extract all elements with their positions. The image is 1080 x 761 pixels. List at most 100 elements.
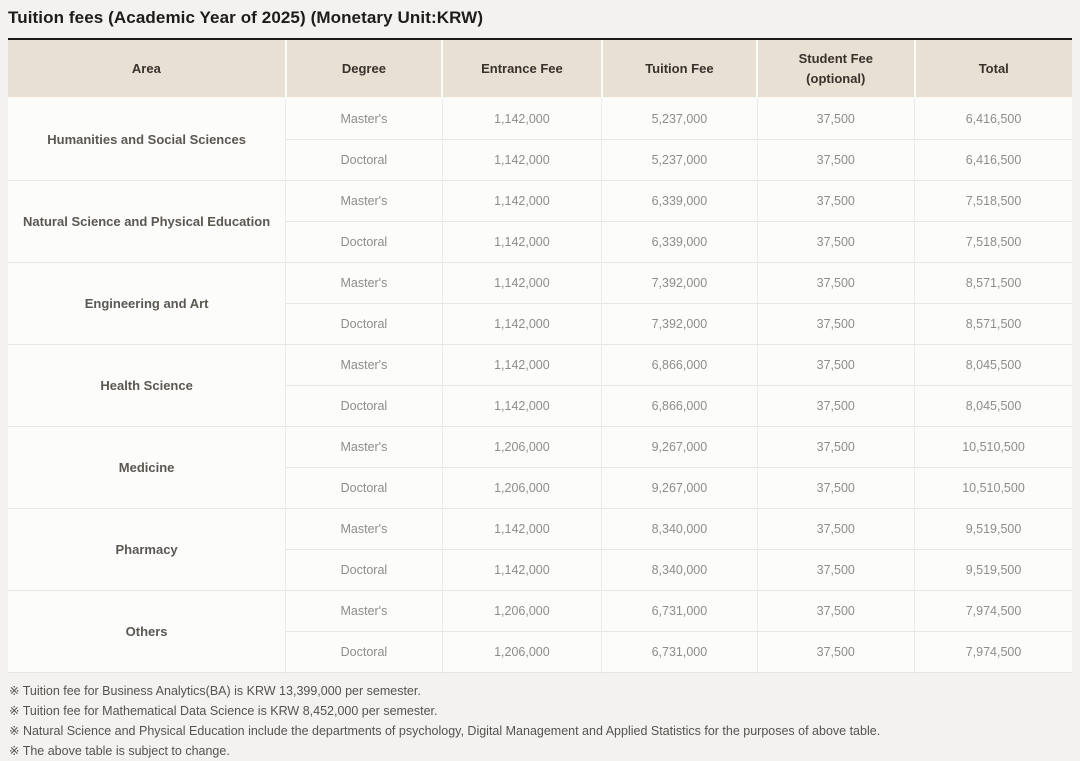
degree-cell: Master's [285,426,443,468]
degree-cell: Doctoral [285,303,443,345]
table-row: Engineering and Art Master's 1,142,000 7,39… [8,262,1072,345]
column-header-area: Area [8,38,286,99]
degree-cell: Master's [285,590,443,632]
tuition-fee-cell: 6,731,000 [601,590,758,632]
table-row: Health Science Master's 1,142,000 6,866,000… [8,344,1072,427]
entrance-fee-cell: 1,142,000 [441,508,602,550]
total-cell: 10,510,500 [914,467,1072,509]
footnote: ※ Tuition fee for Mathematical Data Scie… [9,704,438,719]
degree-cell: Master's [285,97,443,140]
student-fee-cell: 37,500 [756,426,915,468]
entrance-fee-cell: 1,206,000 [441,467,602,509]
tuition-fee-cell: 6,339,000 [601,221,758,263]
degree-cell: Master's [285,508,443,550]
degree-cell: Doctoral [285,139,443,181]
area-cell: Pharmacy [8,508,286,591]
entrance-fee-cell: 1,206,000 [441,426,602,468]
total-cell: 10,510,500 [914,426,1072,468]
tuition-fee-cell: 7,392,000 [601,303,758,345]
tuition-fee-cell: 5,237,000 [601,139,758,181]
tuition-fee-cell: 6,339,000 [601,180,758,222]
footnote: ※ Tuition fee for Business Analytics(BA)… [9,684,421,698]
degree-cell: Doctoral [285,385,443,427]
degree-cell: Doctoral [285,549,443,591]
table-row: Doctoral 1,142,000 6,866,000 37,500 8,045,50… [8,385,1072,427]
student-fee-cell: 37,500 [756,221,915,263]
footnotes: ※ Tuition fee for Business Analytics(BA)… [8,682,1072,761]
student-fee-cell: 37,500 [756,303,915,345]
table-row: Doctoral 1,206,000 6,731,000 37,500 7,974,50… [8,631,1072,673]
entrance-fee-cell: 1,142,000 [441,97,602,140]
area-cell: Health Science [8,344,286,427]
column-header-student-fee: Student Fee (optional) [756,38,915,99]
entrance-fee-cell: 1,206,000 [441,631,602,673]
entrance-fee-cell: 1,142,000 [441,344,602,386]
table-row: Doctoral 1,206,000 9,267,000 37,500 10,510,5… [8,467,1072,509]
total-cell: 7,974,500 [914,631,1072,673]
student-fee-cell: 37,500 [756,631,915,673]
total-cell: 7,974,500 [914,590,1072,632]
table-row: Natural Science and Physical Education Ma… [8,180,1072,263]
entrance-fee-cell: 1,142,000 [441,139,602,181]
total-cell: 8,045,500 [914,344,1072,386]
student-fee-cell: 37,500 [756,508,915,550]
tuition-fee-cell: 6,866,000 [601,385,758,427]
degree-cell: Doctoral [285,467,443,509]
column-header-total: Total [913,38,1072,99]
entrance-fee-cell: 1,142,000 [441,221,602,263]
degree-cell: Doctoral [285,221,443,263]
entrance-fee-cell: 1,142,000 [441,549,602,591]
area-cell: Others [8,590,286,673]
table-row: Humanities and Social Sciences Master's 1,… [8,97,1072,181]
entrance-fee-cell: 1,142,000 [441,303,602,345]
header-row: Area Degree Entrance Fee Tuition Fee Stu… [8,38,1072,99]
tuition-fee-cell: 8,340,000 [601,549,758,591]
total-cell: 9,519,500 [914,549,1072,591]
table-row: Doctoral 1,142,000 5,237,000 37,500 6,416,50… [8,139,1072,181]
entrance-fee-cell: 1,142,000 [441,262,602,304]
tuition-fee-cell: 6,731,000 [601,631,758,673]
total-cell: 7,518,500 [914,180,1072,222]
table-row: Doctoral 1,142,000 6,339,000 37,500 7,518,50… [8,221,1072,263]
total-cell: 8,045,500 [914,385,1072,427]
tuition-fee-cell: 6,866,000 [601,344,758,386]
area-cell: Natural Science and Physical Education [8,180,286,263]
table-row: Pharmacy Master's 1,142,000 8,340,000 37,500… [8,508,1072,591]
entrance-fee-cell: 1,142,000 [441,180,602,222]
area-cell: Engineering and Art [8,262,286,345]
degree-cell: Doctoral [285,631,443,673]
column-header-tuition-fee: Tuition Fee [600,38,758,99]
total-cell: 6,416,500 [914,139,1072,181]
student-fee-cell: 37,500 [756,97,915,140]
degree-cell: Master's [285,344,443,386]
table-row: Others Master's 1,206,000 6,731,000 37,500 7,… [8,590,1072,673]
table-header: Area Degree Entrance Fee Tuition Fee Stu… [8,38,1072,99]
area-cell: Humanities and Social Sciences [8,97,286,181]
degree-cell: Master's [285,262,443,304]
page-title: Tuition fees (Academic Year of 2025) (Mo… [8,8,484,27]
student-fee-cell: 37,500 [756,180,915,222]
tuition-fee-cell: 8,340,000 [601,508,758,550]
student-fee-cell: 37,500 [756,467,915,509]
area-cell: Medicine [8,426,286,509]
table-row: Doctoral 1,142,000 8,340,000 37,500 9,519,50… [8,549,1072,591]
total-cell: 9,519,500 [914,508,1072,550]
column-header-entrance-fee: Entrance Fee [441,38,602,99]
total-cell: 8,571,500 [914,262,1072,304]
footnote: ※ Natural Science and Physical Education… [9,724,881,739]
table-row: Medicine Master's 1,206,000 9,267,000 37,500… [8,426,1072,509]
table-body: Humanities and Social Sciences Master's 1,… [8,97,1072,673]
tuition-fee-cell: 5,237,000 [601,97,758,140]
table-row: Doctoral 1,142,000 7,392,000 37,500 8,571,50… [8,303,1072,345]
degree-cell: Master's [285,180,443,222]
total-cell: 8,571,500 [914,303,1072,345]
tuition-fee-cell: 9,267,000 [601,426,758,468]
column-header-degree: Degree [284,38,443,99]
student-fee-cell: 37,500 [756,590,915,632]
student-fee-cell: 37,500 [756,385,915,427]
student-fee-cell: 37,500 [756,549,915,591]
total-cell: 6,416,500 [914,97,1072,140]
student-fee-cell: 37,500 [756,262,915,304]
tuition-fee-cell: 7,392,000 [601,262,758,304]
